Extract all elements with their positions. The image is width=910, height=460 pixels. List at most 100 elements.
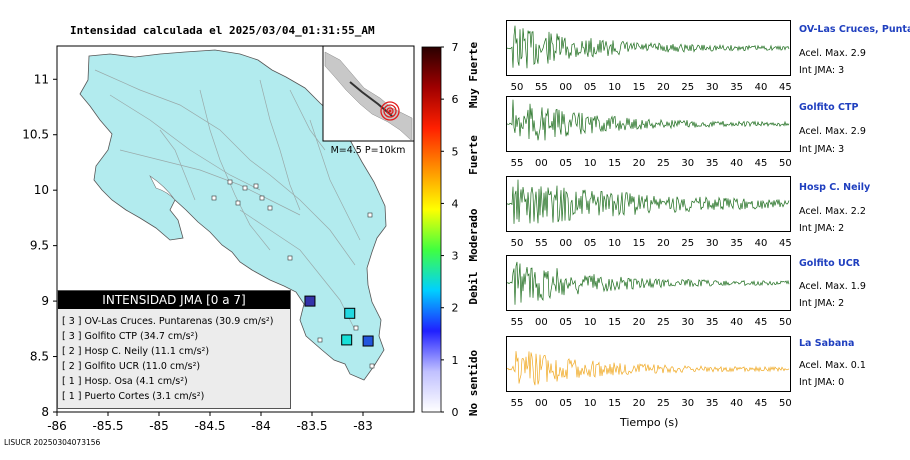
tick-label: 20 <box>632 317 646 328</box>
city-marker <box>353 325 359 331</box>
tick-label: 15 <box>632 238 646 249</box>
map-title: Intensidad calculada el 2025/03/04_01:31… <box>70 24 375 37</box>
tick-label: 50 <box>779 158 792 169</box>
station-marker <box>341 334 353 346</box>
station-acel: Acel. Max. 1.9 <box>799 281 866 292</box>
legend-row: [ 2 ] Hosp C. Neily (11.1 cm/s²) <box>62 346 210 357</box>
scale-number: 0 <box>452 406 459 419</box>
y-tick-label: 11 <box>34 72 49 86</box>
epicenter-ring <box>386 107 394 115</box>
tick-label: 00 <box>559 82 573 93</box>
tick-label: 05 <box>583 82 597 93</box>
tick-label: 40 <box>730 398 743 409</box>
x-tick-label: -84.5 <box>194 419 225 433</box>
trace-panel-0 <box>506 20 791 76</box>
tick-label: 15 <box>608 317 621 328</box>
road-line <box>239 209 356 331</box>
tick-label: 40 <box>754 82 768 93</box>
tick-label: 00 <box>559 238 573 249</box>
legend-row: [ 3 ] OV-Las Cruces. Puntarenas (30.9 cm… <box>62 316 274 327</box>
tick-label: 55 <box>510 398 524 409</box>
city-marker <box>259 195 265 201</box>
road-line <box>119 149 301 216</box>
y-tick-label: 9.5 <box>30 239 49 253</box>
inset-caption: M=4.5 P=10km <box>331 145 406 156</box>
waveform <box>507 179 790 224</box>
city-marker <box>227 179 233 185</box>
road-line <box>309 119 361 241</box>
waveform <box>507 25 790 69</box>
legend-row: [ 2 ] Golfito UCR (11.0 cm/s²) <box>62 361 201 372</box>
tick-label: 10 <box>608 82 621 93</box>
scale-label: Muy Fuerte <box>467 42 480 109</box>
footer-id: LISUCR 20250304073156 <box>4 438 101 447</box>
tick-label: 50 <box>510 82 524 93</box>
tick-label: 30 <box>681 317 695 328</box>
tick-label: 25 <box>681 238 695 249</box>
trace-panel-1 <box>506 96 791 152</box>
tick-label: 00 <box>535 317 548 328</box>
tick-label: 25 <box>681 82 695 93</box>
x-tick-label: -83.5 <box>296 419 327 433</box>
scale-number: 5 <box>452 145 459 158</box>
scale-number: 2 <box>452 302 459 315</box>
city-marker <box>267 205 273 211</box>
tick-label: 45 <box>779 238 792 249</box>
x-tick-label: -83 <box>353 419 373 433</box>
trace-panel-2 <box>506 176 791 232</box>
scale-label: Fuerte <box>467 135 480 175</box>
y-tick-label: 8 <box>41 405 49 419</box>
road-line <box>109 94 261 191</box>
tick-label: 55 <box>510 317 524 328</box>
tick-label: 30 <box>681 398 695 409</box>
station-name: Golfito UCR <box>799 258 860 269</box>
waveform-line <box>507 99 790 141</box>
tick-label: 25 <box>657 158 670 169</box>
station-acel: Acel. Max. 2.2 <box>799 206 866 217</box>
trace-ticks-2: 50 55 00 05 10 15 20 25 30 35 40 45 <box>506 238 792 250</box>
tick-label: 50 <box>510 238 524 249</box>
city-marker <box>242 185 248 191</box>
scale-number: 6 <box>452 93 459 106</box>
station-name: OV-Las Cruces, Puntar <box>799 24 910 35</box>
station-name: Hosp C. Neily <box>799 182 871 193</box>
tick-label: 20 <box>632 398 646 409</box>
trace-ticks-3: 55 00 05 10 15 20 25 30 35 40 45 50 <box>506 317 792 329</box>
legend-row: [ 1 ] Hosp. Osa (4.1 cm/s²) <box>62 376 188 387</box>
city-marker <box>317 337 323 343</box>
city-marker <box>253 183 259 189</box>
tick-label: 45 <box>754 158 768 169</box>
x-tick-label: -84 <box>251 419 271 433</box>
tick-label: 15 <box>608 398 621 409</box>
tick-label: 45 <box>754 398 768 409</box>
scale-label: Moderado <box>467 208 480 261</box>
tick-label: 55 <box>535 238 548 249</box>
tick-label: 40 <box>754 238 768 249</box>
tick-label: 35 <box>705 158 719 169</box>
x-tick-label: -85 <box>149 419 169 433</box>
station-marker <box>344 307 356 319</box>
tick-label: 10 <box>583 398 597 409</box>
tick-label: 10 <box>583 158 597 169</box>
legend-header: INTENSIDAD JMA [0 a 7] <box>58 291 290 309</box>
city-marker <box>367 212 373 218</box>
tick-label: 20 <box>657 238 670 249</box>
scale-label: No sentido <box>467 350 480 417</box>
station-int: Int JMA: 0 <box>799 377 845 388</box>
trace-ticks-1: 55 00 05 10 15 20 25 30 35 40 45 50 <box>506 158 792 170</box>
x-tick-label: -85.5 <box>92 419 123 433</box>
trace-panel-3 <box>506 255 791 311</box>
road-line <box>199 89 271 251</box>
tick-label: 00 <box>535 158 548 169</box>
station-name: Golfito CTP <box>799 102 859 113</box>
waveform-line <box>507 261 790 305</box>
waveform <box>507 99 790 141</box>
inset-country-highlight <box>349 81 393 117</box>
road-line <box>94 69 356 266</box>
epicenter-icon <box>388 109 392 113</box>
tick-label: 20 <box>657 82 670 93</box>
station-acel: Acel. Max. 2.9 <box>799 48 866 59</box>
scale-number: 3 <box>452 250 459 263</box>
tick-label: 35 <box>730 82 743 93</box>
road-line <box>289 89 326 151</box>
